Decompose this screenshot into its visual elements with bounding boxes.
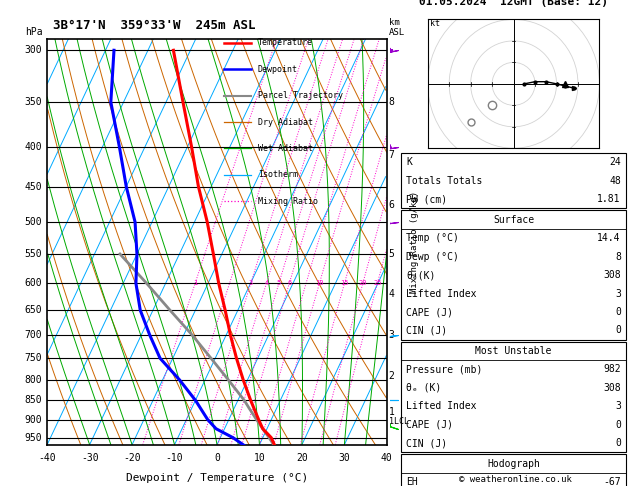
Text: 982: 982 [603, 364, 621, 374]
Text: 0: 0 [615, 438, 621, 448]
Text: 1.81: 1.81 [598, 194, 621, 204]
Text: 900: 900 [25, 415, 42, 424]
Text: 14.4: 14.4 [598, 233, 621, 243]
Text: 2: 2 [389, 371, 394, 381]
Text: 500: 500 [25, 217, 42, 227]
Text: 3: 3 [248, 280, 253, 286]
Text: EH: EH [406, 477, 418, 486]
Text: 3: 3 [389, 330, 394, 340]
Text: K: K [406, 157, 412, 167]
Text: 700: 700 [25, 330, 42, 340]
Text: Isotherm: Isotherm [258, 170, 298, 179]
Text: 5: 5 [389, 249, 394, 259]
Text: CIN (J): CIN (J) [406, 326, 447, 335]
Text: Most Unstable: Most Unstable [476, 346, 552, 356]
Text: 950: 950 [25, 433, 42, 443]
Text: Mixing Ratio: Mixing Ratio [258, 197, 318, 206]
Text: Surface: Surface [493, 215, 534, 225]
Text: 24: 24 [609, 157, 621, 167]
Text: 750: 750 [25, 353, 42, 363]
Text: 7: 7 [389, 150, 394, 160]
Text: 550: 550 [25, 249, 42, 259]
Text: 0: 0 [615, 307, 621, 317]
Text: Dewp (°C): Dewp (°C) [406, 252, 459, 261]
Text: 25: 25 [373, 280, 382, 286]
Text: 1LCL: 1LCL [389, 417, 408, 426]
Text: 450: 450 [25, 182, 42, 191]
Text: Dewpoint: Dewpoint [258, 65, 298, 74]
Text: Dewpoint / Temperature (°C): Dewpoint / Temperature (°C) [126, 473, 308, 483]
Text: 10: 10 [315, 280, 324, 286]
Text: 850: 850 [25, 395, 42, 405]
Text: 8: 8 [615, 252, 621, 261]
Text: 10: 10 [253, 453, 265, 463]
Text: -10: -10 [165, 453, 184, 463]
Text: -30: -30 [81, 453, 99, 463]
Text: 3: 3 [615, 401, 621, 411]
Text: PW (cm): PW (cm) [406, 194, 447, 204]
Text: -40: -40 [38, 453, 56, 463]
Text: Wet Adiabat: Wet Adiabat [258, 144, 313, 153]
Text: Pressure (mb): Pressure (mb) [406, 364, 482, 374]
Text: Dry Adiabat: Dry Adiabat [258, 118, 313, 126]
Text: θₑ (K): θₑ (K) [406, 383, 442, 393]
Text: 600: 600 [25, 278, 42, 288]
Text: -20: -20 [123, 453, 141, 463]
Text: © weatheronline.co.uk: © weatheronline.co.uk [459, 474, 572, 484]
Text: Totals Totals: Totals Totals [406, 176, 482, 186]
Text: 0: 0 [615, 326, 621, 335]
Text: 48: 48 [609, 176, 621, 186]
Text: 20: 20 [296, 453, 308, 463]
Text: 0: 0 [214, 453, 220, 463]
Text: Mixing Ratio (g/kg): Mixing Ratio (g/kg) [409, 191, 418, 293]
Text: 300: 300 [25, 45, 42, 55]
Text: Hodograph: Hodograph [487, 459, 540, 469]
Text: CIN (J): CIN (J) [406, 438, 447, 448]
Text: 6: 6 [287, 280, 291, 286]
Text: CAPE (J): CAPE (J) [406, 307, 454, 317]
Text: 1: 1 [193, 280, 198, 286]
Text: 1: 1 [389, 407, 394, 417]
Text: Lifted Index: Lifted Index [406, 401, 477, 411]
Text: kt: kt [430, 19, 440, 28]
Text: 20: 20 [359, 280, 367, 286]
Text: 800: 800 [25, 375, 42, 385]
Text: 30: 30 [338, 453, 350, 463]
Text: 650: 650 [25, 305, 42, 315]
Text: 308: 308 [603, 270, 621, 280]
Text: Parcel Trajectory: Parcel Trajectory [258, 91, 343, 100]
Text: 0: 0 [615, 420, 621, 430]
Text: 01.05.2024  12GMT (Base: 12): 01.05.2024 12GMT (Base: 12) [419, 0, 608, 7]
Text: Lifted Index: Lifted Index [406, 289, 477, 298]
Text: Temp (°C): Temp (°C) [406, 233, 459, 243]
Text: 15: 15 [340, 280, 348, 286]
Text: -67: -67 [603, 477, 621, 486]
Text: 6: 6 [389, 200, 394, 210]
Text: θₑ(K): θₑ(K) [406, 270, 436, 280]
Text: CAPE (J): CAPE (J) [406, 420, 454, 430]
Text: 4: 4 [264, 280, 269, 286]
Text: km
ASL: km ASL [389, 18, 404, 37]
Text: Temperature: Temperature [258, 38, 313, 48]
Text: 8: 8 [389, 97, 394, 107]
Text: 4: 4 [389, 289, 394, 299]
Text: 3: 3 [615, 289, 621, 298]
Text: 400: 400 [25, 142, 42, 152]
Text: 308: 308 [603, 383, 621, 393]
Text: 3B°17'N  359°33'W  245m ASL: 3B°17'N 359°33'W 245m ASL [53, 18, 256, 32]
Text: 5: 5 [277, 280, 281, 286]
Text: hPa: hPa [25, 27, 43, 37]
Text: 350: 350 [25, 97, 42, 107]
Text: 40: 40 [381, 453, 392, 463]
